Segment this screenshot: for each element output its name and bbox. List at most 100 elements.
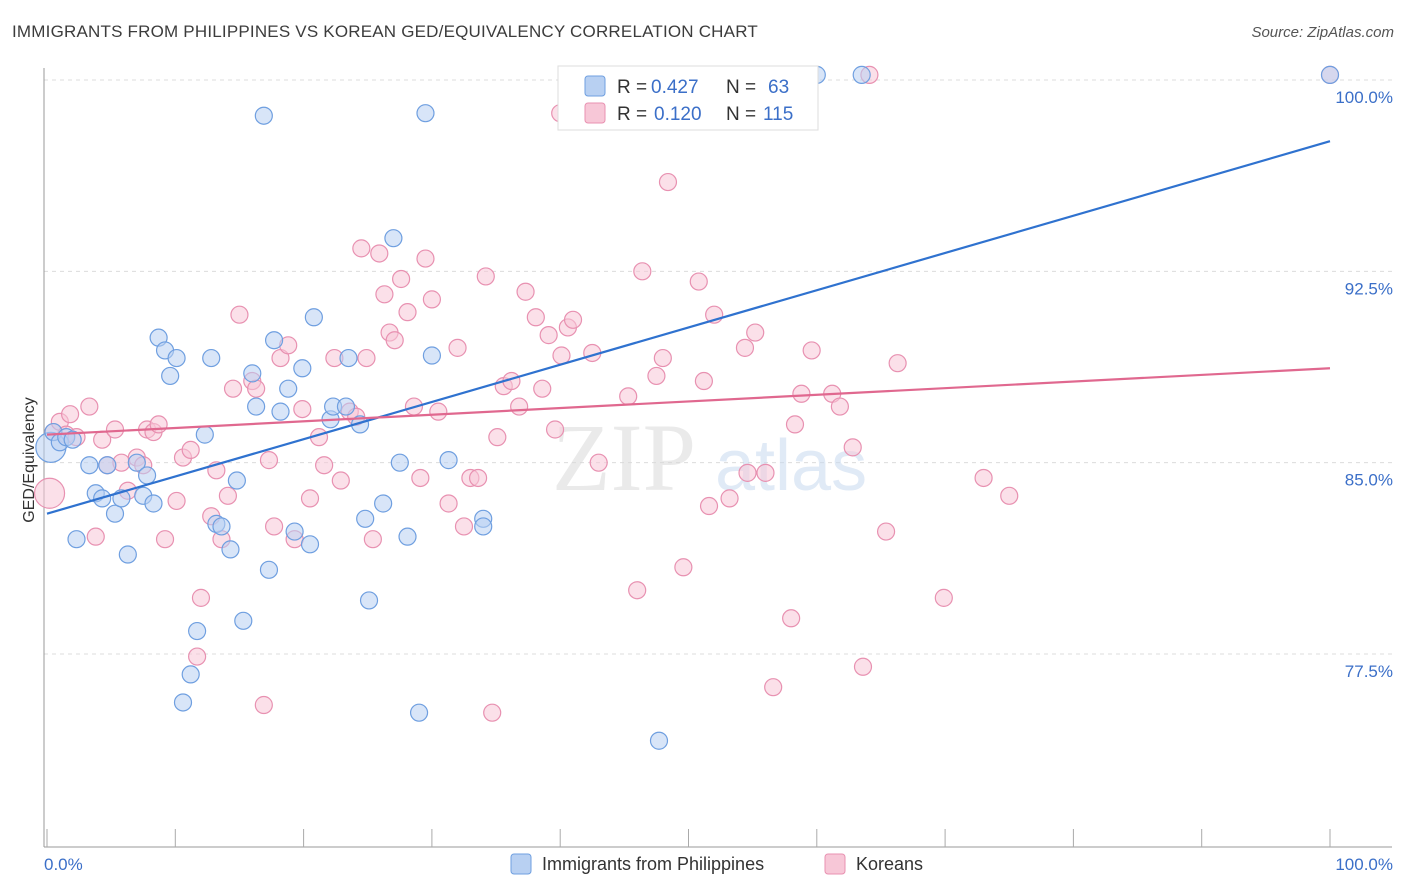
philippines-point <box>356 509 375 528</box>
koreans-point <box>448 338 467 357</box>
koreans-point <box>155 530 175 549</box>
philippines-point <box>409 703 429 722</box>
koreans-point <box>293 399 312 419</box>
philippines-point <box>422 346 441 365</box>
koreans-point <box>167 491 186 511</box>
koreans-point <box>563 310 583 329</box>
koreans-trend-line <box>46 367 1331 436</box>
koreans-point <box>876 522 896 541</box>
y-tick-label: 85.0% <box>1345 471 1393 490</box>
legend-swatch-koreans <box>584 102 606 124</box>
koreans-point <box>658 172 678 192</box>
philippines-point <box>188 621 207 641</box>
philippines-points <box>35 65 1340 750</box>
koreans-point <box>516 282 535 301</box>
koreans-point <box>230 305 249 324</box>
bottom-swatch-koreans <box>824 853 846 875</box>
koreans-point <box>60 405 80 424</box>
koreans-point <box>653 348 672 368</box>
koreans-point <box>735 338 755 357</box>
philippines-point <box>359 591 379 610</box>
philippines-point <box>195 425 214 444</box>
koreans-point <box>888 354 907 373</box>
koreans-point <box>764 678 783 697</box>
bottom-swatch-philippines <box>510 853 532 875</box>
koreans-point <box>357 348 376 368</box>
legend-r-value-1: 0.427 <box>651 77 699 98</box>
koreans-point <box>699 496 719 516</box>
philippines-point <box>300 535 320 554</box>
koreans-point <box>476 267 495 286</box>
philippines-point <box>247 397 266 416</box>
philippines-point <box>1320 65 1340 84</box>
philippines-point <box>304 308 323 327</box>
philippines-point <box>221 540 240 559</box>
koreans-point <box>746 323 765 342</box>
koreans-point <box>738 463 757 482</box>
koreans-point <box>422 290 441 309</box>
koreans-point <box>792 384 811 403</box>
koreans-point <box>545 420 565 439</box>
koreans-point <box>488 428 507 447</box>
koreans-point <box>385 331 404 350</box>
philippines-trend-line <box>46 140 1331 515</box>
philippines-point <box>98 456 117 475</box>
koreans-point <box>352 239 371 258</box>
koreans-point <box>105 420 125 439</box>
koreans-point <box>468 468 488 488</box>
koreans-point <box>188 647 207 666</box>
philippines-point <box>439 451 458 470</box>
watermark-atlas: atlas <box>715 426 867 506</box>
philippines-point <box>167 348 186 368</box>
watermark-zip: ZIP <box>552 404 696 511</box>
koreans-point <box>411 468 430 488</box>
koreans-point <box>533 379 552 398</box>
bottom-legend-philippines: Immigrants from Philippines <box>542 854 764 874</box>
philippines-point <box>127 453 146 472</box>
philippines-point <box>649 731 669 750</box>
trend-lines <box>46 140 1331 515</box>
koreans-point <box>416 249 435 268</box>
koreans-point <box>633 262 652 281</box>
koreans-point <box>694 371 713 391</box>
koreans-point <box>619 387 638 406</box>
x-tick-label-max: 100.0% <box>1335 855 1393 874</box>
koreans-point <box>375 285 394 304</box>
philippines-point <box>374 494 393 513</box>
koreans-point <box>429 402 448 421</box>
philippines-point <box>80 456 99 475</box>
philippines-point <box>137 466 157 485</box>
philippines-point <box>212 517 231 536</box>
philippines-point <box>390 453 409 472</box>
legend-swatch-philippines <box>584 75 606 97</box>
koreans-point <box>149 415 168 434</box>
philippines-point <box>852 65 871 84</box>
philippines-point <box>271 402 290 421</box>
philippines-point <box>161 366 180 386</box>
philippines-point <box>398 527 417 546</box>
philippines-point <box>105 504 125 523</box>
legend-r-label-2: R = <box>617 104 647 125</box>
koreans-point <box>439 494 458 513</box>
koreans-point <box>392 269 411 289</box>
philippines-point <box>254 106 273 125</box>
philippines-point <box>285 522 304 541</box>
stats-legend: R = 0.427 N = 63 R = 0.120 N = 115 <box>557 65 819 131</box>
koreans-point <box>539 326 558 345</box>
koreans-point <box>218 486 238 505</box>
koreans-point <box>315 456 334 475</box>
koreans-point <box>647 366 666 386</box>
koreans-point <box>628 581 647 600</box>
y-tick-label: 92.5% <box>1345 279 1393 298</box>
source-label: Source: ZipAtlas.com <box>1251 24 1394 41</box>
koreans-point <box>934 588 953 607</box>
koreans-point <box>254 695 273 715</box>
philippines-point <box>202 348 221 368</box>
legend-n-label-2: N = <box>726 104 756 125</box>
koreans-point <box>830 397 849 416</box>
y-tick-label: 100.0% <box>1335 88 1393 107</box>
philippines-point <box>384 229 403 248</box>
series-legend: Immigrants from Philippines Koreans <box>510 853 923 875</box>
koreans-point <box>247 379 266 398</box>
